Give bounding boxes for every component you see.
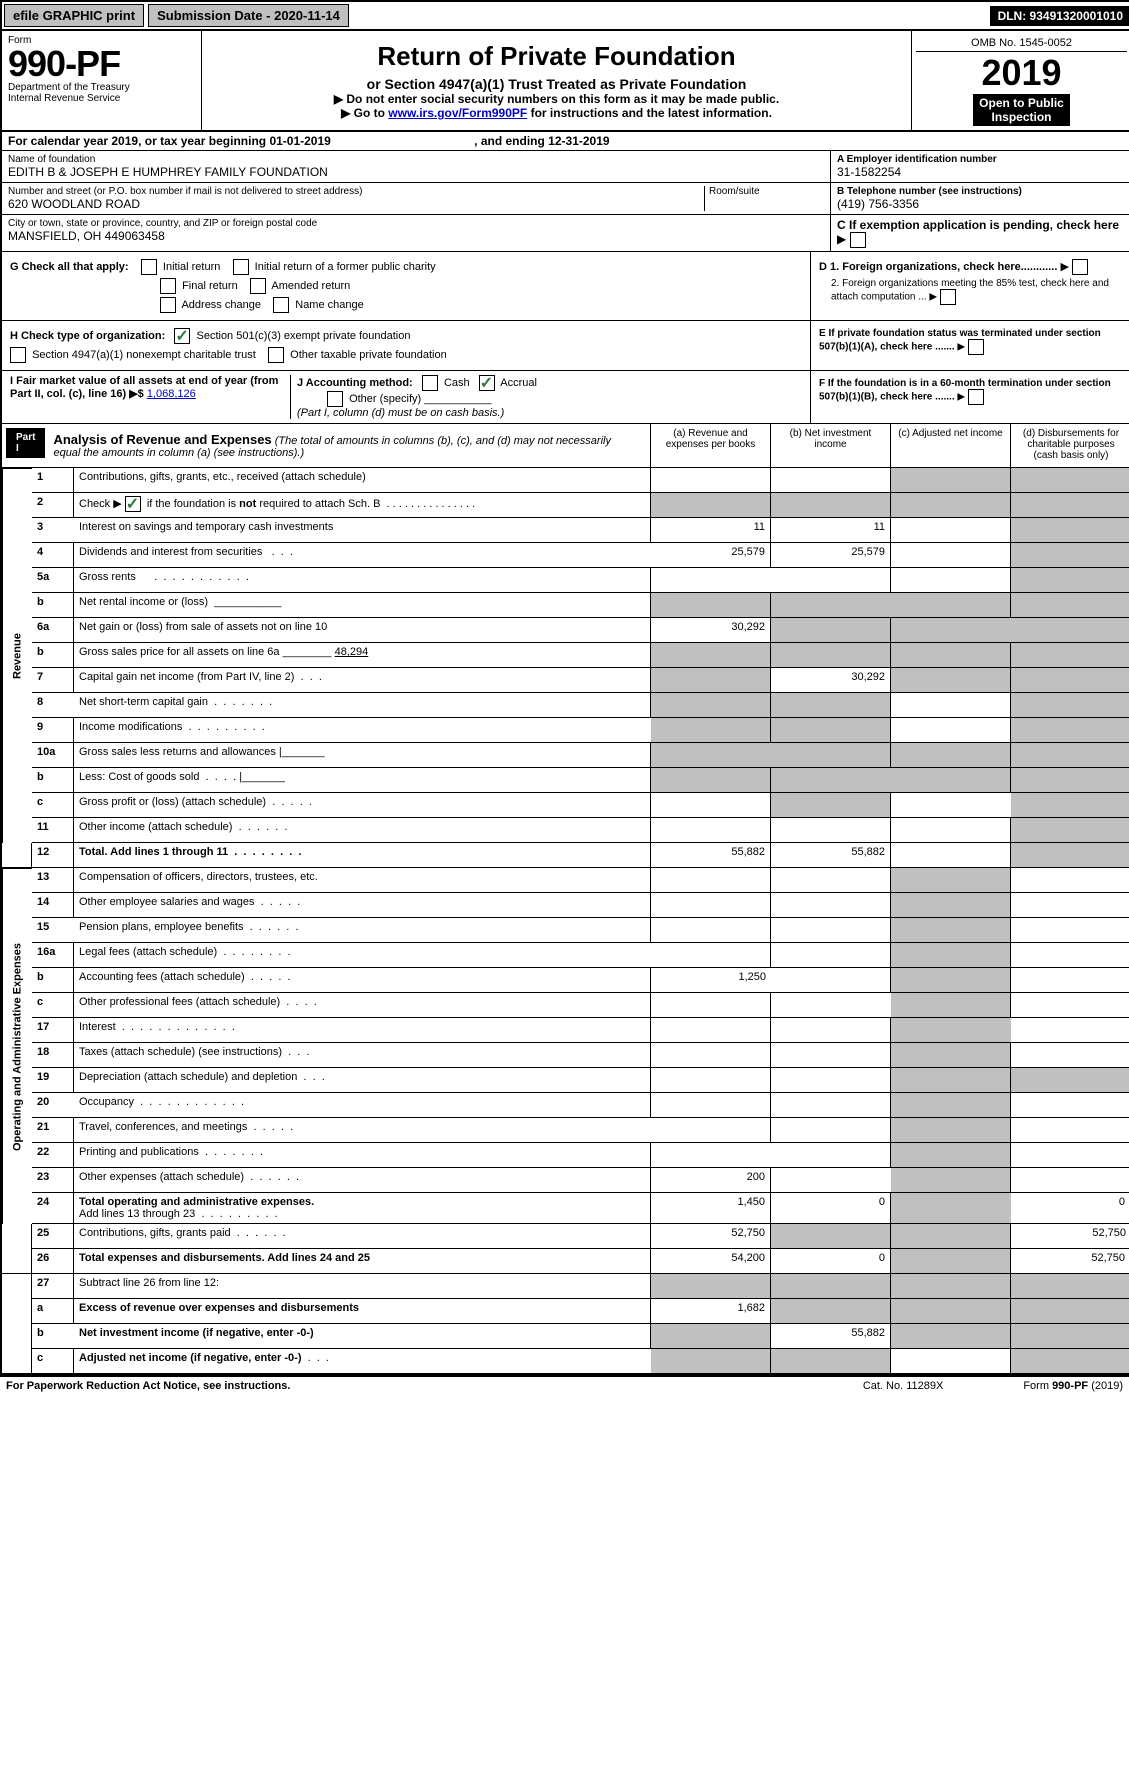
fmv-value[interactable]: 1,068,126 [147, 388, 196, 400]
dept-label-2: Internal Revenue Service [8, 93, 195, 104]
c-checkbox[interactable] [850, 232, 866, 248]
dln-label: DLN: 93491320001010 [990, 6, 1129, 26]
initial-former-checkbox[interactable] [233, 259, 249, 275]
revenue-total-row: 12Total. Add lines 1 through 11 . . . . … [2, 843, 1129, 868]
d2-checkbox[interactable] [940, 289, 956, 305]
form-header: Form 990-PF Department of the Treasury I… [2, 31, 1129, 132]
ein-value: 31-1582254 [837, 165, 1125, 179]
omb-number: OMB No. 1545-0052 [916, 35, 1127, 52]
header-right: OMB No. 1545-0052 2019 Open to Public In… [911, 31, 1129, 130]
accrual-checkbox[interactable] [479, 375, 495, 391]
other-method-checkbox[interactable] [327, 391, 343, 407]
schb-checkbox[interactable] [125, 496, 141, 512]
section-g-d: G Check all that apply: Initial return I… [2, 252, 1129, 321]
header-center: Return of Private Foundation or Section … [202, 31, 911, 130]
period-row: For calendar year 2019, or tax year begi… [2, 132, 1129, 151]
revenue-side-label: Revenue [2, 468, 32, 843]
foundation-name: EDITH B & JOSEPH E HUMPHREY FAMILY FOUND… [8, 165, 824, 179]
addr-value: 620 WOODLAND ROAD [8, 197, 704, 211]
d1-checkbox[interactable] [1072, 259, 1088, 275]
section-i-j-f: I Fair market value of all assets at end… [2, 371, 1129, 424]
name-change-checkbox[interactable] [273, 297, 289, 313]
part1-label: Part I [6, 428, 45, 458]
net-table: 27Subtract line 26 from line 12: aExcess… [2, 1274, 1129, 1374]
expenses-side-label: Operating and Administrative Expenses [2, 868, 32, 1224]
ein-label: A Employer identification number [837, 154, 1125, 165]
amended-return-checkbox[interactable] [250, 278, 266, 294]
header-left: Form 990-PF Department of the Treasury I… [2, 31, 202, 130]
e-checkbox[interactable] [968, 339, 984, 355]
expenses-table: Operating and Administrative Expenses 13… [2, 868, 1129, 1224]
501c3-checkbox[interactable] [174, 328, 190, 344]
name-label: Name of foundation [8, 154, 824, 165]
phone-label: B Telephone number (see instructions) [837, 186, 1125, 197]
topbar: efile GRAPHIC print Submission Date - 20… [2, 2, 1129, 31]
initial-return-checkbox[interactable] [141, 259, 157, 275]
form-number: 990-PF [8, 46, 195, 82]
part1-header-row: Part I Analysis of Revenue and Expenses … [2, 424, 1129, 468]
tax-year: 2019 [916, 52, 1127, 94]
final-return-checkbox[interactable] [160, 278, 176, 294]
revenue-table: Revenue 1Contributions, gifts, grants, e… [2, 468, 1129, 843]
open-to-public-badge: Open to Public Inspection [973, 94, 1070, 126]
form-title: Return of Private Foundation [208, 41, 905, 72]
efile-print-button[interactable]: efile GRAPHIC print [4, 4, 144, 27]
col-b-header: (b) Net investment income [771, 424, 891, 468]
other-taxable-checkbox[interactable] [268, 347, 284, 363]
city-label: City or town, state or province, country… [8, 218, 824, 229]
g-label: G Check all that apply: [10, 261, 129, 273]
f-checkbox[interactable] [968, 389, 984, 405]
instruction-2: ▶ Go to www.irs.gov/Form990PF for instru… [208, 106, 905, 120]
form-footer-label: Form 990-PF (2019) [1023, 1380, 1123, 1392]
section-c: C If exemption application is pending, c… [831, 215, 1129, 252]
form-container: efile GRAPHIC print Submission Date - 20… [0, 0, 1129, 1376]
4947-checkbox[interactable] [10, 347, 26, 363]
phone-value: (419) 756-3356 [837, 197, 1125, 211]
cash-checkbox[interactable] [422, 375, 438, 391]
section-h-e: H Check type of organization: Section 50… [2, 321, 1129, 371]
submission-date-button[interactable]: Submission Date - 2020-11-14 [148, 4, 349, 27]
page-footer: For Paperwork Reduction Act Notice, see … [0, 1376, 1129, 1395]
instruction-1: ▶ Do not enter social security numbers o… [208, 92, 905, 106]
h-label: H Check type of organization: [10, 330, 165, 342]
dept-label-1: Department of the Treasury [8, 82, 195, 93]
irs-link[interactable]: www.irs.gov/Form990PF [388, 106, 527, 120]
address-row: Number and street (or P.O. box number if… [2, 183, 1129, 215]
col-d-header: (d) Disbursements for charitable purpose… [1011, 424, 1129, 468]
form-subtitle: or Section 4947(a)(1) Trust Treated as P… [208, 76, 905, 92]
address-change-checkbox[interactable] [160, 297, 176, 313]
foundation-name-row: Name of foundation EDITH B & JOSEPH E HU… [2, 151, 1129, 183]
col-a-header: (a) Revenue and expenses per books [651, 424, 771, 468]
city-value: MANSFIELD, OH 449063458 [8, 229, 824, 243]
city-row: City or town, state or province, country… [2, 215, 1129, 252]
paperwork-notice: For Paperwork Reduction Act Notice, see … [6, 1380, 290, 1392]
catalog-number: Cat. No. 11289X [863, 1380, 944, 1392]
room-label: Room/suite [709, 186, 824, 197]
col-c-header: (c) Adjusted net income [891, 424, 1011, 468]
expenses-totals: 25Contributions, gifts, grants paid . . … [2, 1224, 1129, 1274]
addr-label: Number and street (or P.O. box number if… [8, 186, 704, 197]
